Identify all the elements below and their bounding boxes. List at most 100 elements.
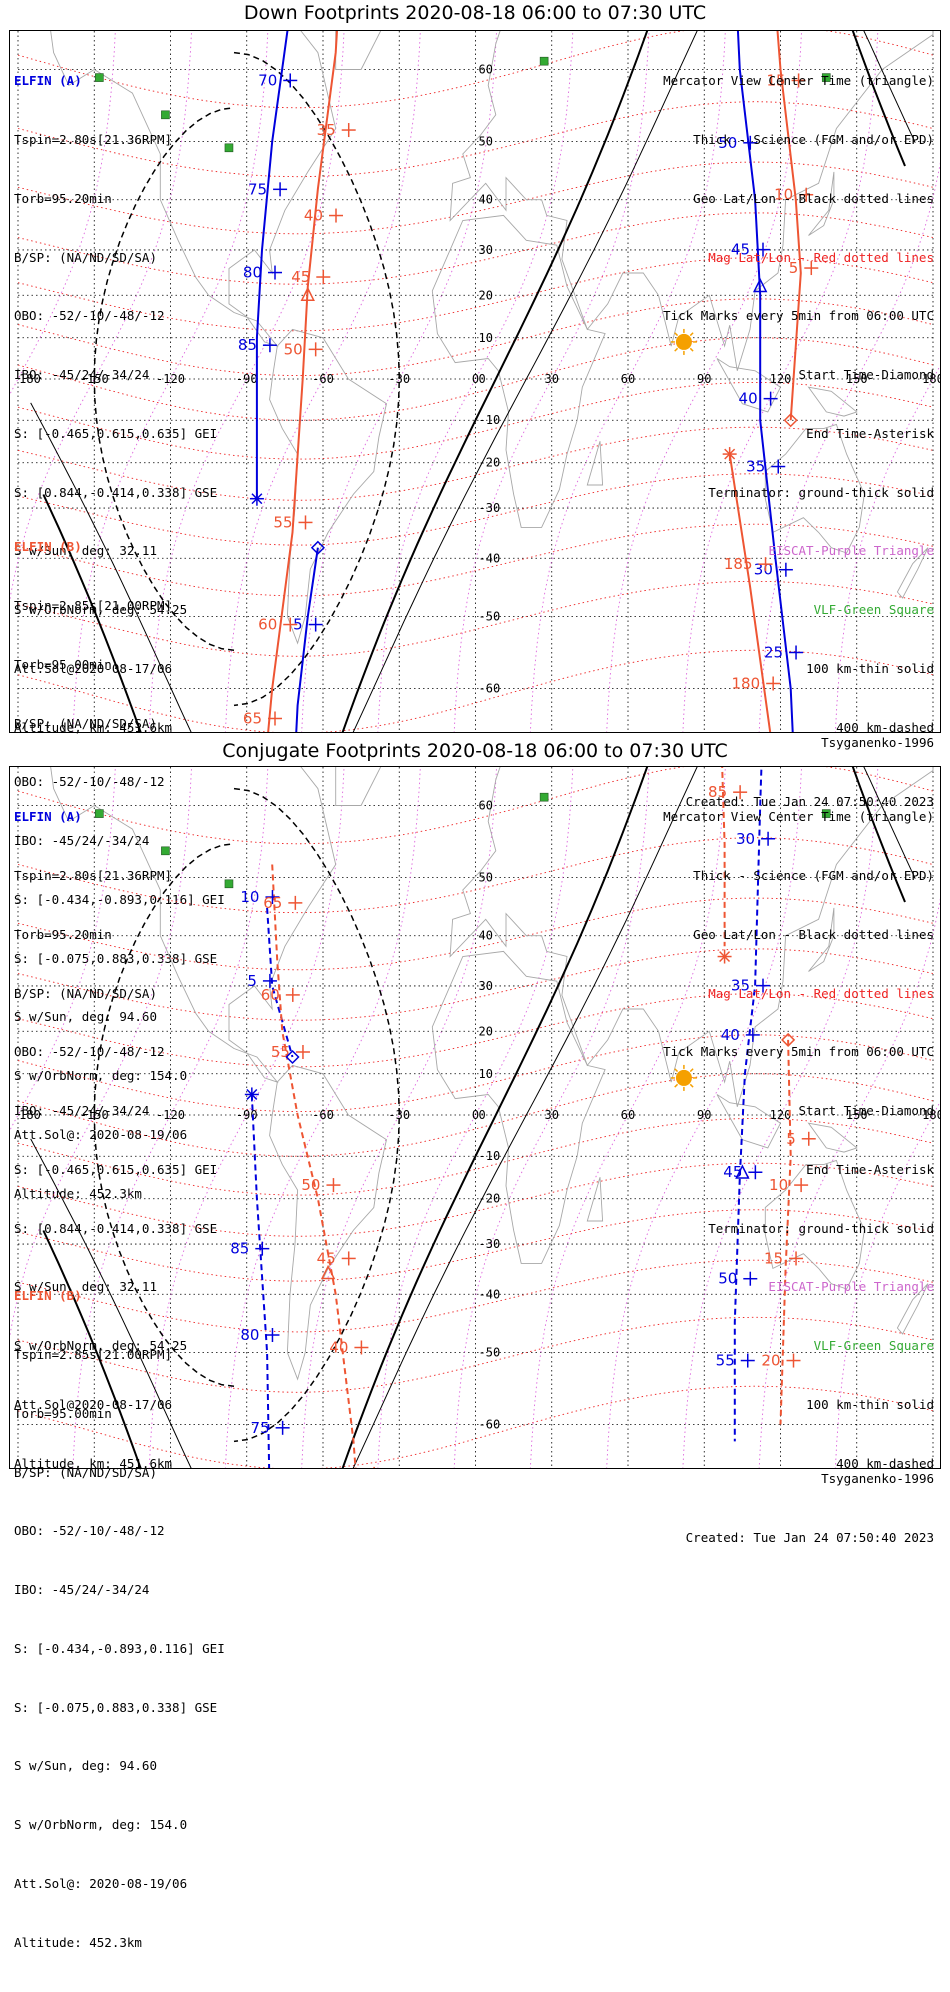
down-elfin-a-sun: S w/Sun, deg: 32.11 (14, 543, 157, 559)
end-time-asterisk-icon (719, 951, 731, 963)
longitude-tick-label: 120 (770, 372, 792, 386)
down-elfin-a-orbnorm: S w/OrbNorm, deg: 54.25 (14, 602, 188, 618)
longitude-tick-label: -30 (388, 1108, 410, 1122)
continent-outline (269, 328, 388, 645)
sun-ray (689, 1083, 694, 1088)
continent-outline (808, 171, 835, 236)
down-elfin-b-torb: Torb=95.00min (14, 656, 112, 672)
legend-thick-science: Thick - Science (FGM and/or EPD) (693, 867, 934, 883)
mag-latitude-line (17, 212, 934, 285)
conj-elfin-b-bsp: B/SP: (NA/ND/SD/SA) (14, 1464, 157, 1480)
elfin-a-down-track-east (736, 31, 794, 732)
legend-end-time: End Time-Asterisk (806, 1161, 934, 1177)
elfin-a-time-label: 50 (718, 1270, 737, 1288)
mag-latitude-line (17, 948, 934, 1021)
sun-ray (674, 347, 679, 352)
elfin-a-time-label: 10 (240, 888, 259, 906)
longitude-tick-label: 60 (621, 1108, 635, 1122)
down-elfin-a-gei: S: [-0.465,0.615,0.635] GEI (14, 425, 218, 441)
continent-outline (50, 31, 337, 348)
latitude-tick-label: 50 (479, 870, 493, 884)
down-footprint-map: 180-150-120-90-60-3003060901201501807060… (9, 30, 941, 1201)
elfin-a-time-label: 85 (230, 1240, 249, 1258)
elfin-b-time-label: 5 (789, 259, 799, 277)
elfin-a-time-label: 35 (731, 977, 750, 995)
latitude-tick-label: 20 (479, 288, 493, 302)
latitude-tick-label: -60 (479, 1417, 501, 1431)
legend-tick-marks: Tick Marks every 5min from 06:00 UTC (663, 308, 934, 324)
continent-outline (807, 1122, 858, 1153)
latitude-tick-label: 60 (479, 63, 493, 77)
continent-outline (269, 1064, 388, 1381)
elfin-b-time-label: 55 (273, 513, 292, 531)
latitude-tick-label: 0 (479, 372, 486, 386)
conj-model-name: Tsyganenko-1996 (821, 1471, 934, 1487)
end-time-asterisk-icon (251, 493, 263, 505)
latitude-tick-label: 40 (479, 193, 493, 207)
continent-outline (586, 441, 604, 486)
mag-latitude-line (17, 101, 934, 178)
continent-outline (50, 767, 337, 1084)
latitude-tick-label: -50 (479, 610, 501, 624)
conj-elfin-b-sun: S w/Sun, deg: 94.60 (14, 1758, 157, 1774)
longitude-tick-label: 120 (770, 1108, 792, 1122)
vlf-square-icon (821, 73, 831, 82)
elfin-a-time-label: 40 (739, 390, 758, 408)
elfin-b-down-track-east-south (728, 453, 772, 732)
vlf-square-icon (539, 792, 549, 802)
latitude-tick-label: 30 (479, 979, 493, 993)
latitude-tick-label: -10 (479, 413, 501, 427)
conj-created-date: Created: Tue Jan 24 07:50:40 2023 (685, 1529, 934, 1545)
conj-elfin-a-sun: S w/Sun, deg: 32.11 (14, 1279, 157, 1295)
conj-elfin-b-altitude: Altitude: 452.3km (14, 1934, 142, 1950)
elfin-a-time-label: 30 (754, 561, 773, 579)
mag-latitude-line (17, 31, 934, 109)
legend-end-time: End Time-Asterisk (806, 425, 934, 441)
continent-outline (716, 358, 782, 413)
elfin-b-time-label: 40 (329, 1339, 348, 1357)
longitude-tick-label: -120 (156, 1108, 185, 1122)
down-elfin-b-sun: S w/Sun, deg: 94.60 (14, 1009, 157, 1025)
sun-ray (689, 1068, 694, 1073)
latitude-tick-label: 0 (479, 1108, 486, 1122)
down-elfin-b-ibo: IBO: -45/24/-34/24 (14, 833, 150, 849)
conj-elfin-a-altitude: Altitude, km: 451.6km (14, 1455, 173, 1471)
conjugate-panel-title: Conjugate Footprints 2020-08-18 06:00 to… (222, 740, 728, 762)
mag-longitude-line (758, 162, 940, 732)
mag-longitude-line (453, 767, 650, 1468)
start-time-diamond-icon (781, 1032, 796, 1047)
vlf-square-icon (95, 809, 104, 818)
mag-longitude-line (453, 31, 650, 732)
elfin-b-time-label: 45 (291, 268, 310, 286)
longitude-tick-label: 180 (19, 1108, 41, 1122)
vlf-square-icon (224, 879, 234, 889)
elfin-b-time-label: 5 (786, 1130, 796, 1148)
elfin-b-time-label: 55 (271, 1043, 290, 1061)
elfin-b-time-label: 50 (301, 1176, 320, 1194)
sun-icon (675, 1069, 692, 1086)
terminator-400km-line (233, 787, 401, 1443)
elfin-a-time-label: 5 (293, 616, 303, 634)
mag-latitude-line (17, 649, 934, 732)
elfin-b-time-label: 10 (769, 1176, 788, 1194)
latitude-tick-label: 20 (479, 1024, 493, 1038)
mag-latitude-line (17, 897, 934, 971)
elfin-b-time-label: 180 (732, 674, 761, 692)
conj-elfin-b-tspin: Tspin=2.85s[21.00RPM] (14, 1346, 173, 1362)
conj-elfin-b-attsol: Att.Sol@: 2020-08-19/06 (14, 1876, 188, 1891)
elfin-b-time-label: 35 (317, 121, 336, 139)
longitude-tick-label: -60 (312, 1108, 334, 1122)
mag-longitude-line (72, 31, 269, 732)
sun-ray (689, 347, 694, 352)
mag-longitude-line (301, 31, 498, 732)
down-elfin-b-tspin: Tspin=2.85s[21.00RPM] (14, 597, 173, 613)
terminator-100km-line (30, 767, 916, 1468)
elfin-a-time-label: 40 (721, 1026, 740, 1044)
latitude-tick-label: -30 (479, 501, 501, 515)
latitude-tick-label: -40 (479, 551, 501, 565)
conj-credit: Tsyganenko-1996 Created: Tue Jan 24 07:5… (686, 1430, 934, 1587)
elfin-b-time-label: 15 (766, 71, 785, 89)
legend-tick-marks: Tick Marks every 5min from 06:00 UTC (663, 1044, 934, 1060)
center-time-triangle-icon (735, 1164, 750, 1179)
continent-outline (808, 907, 835, 972)
